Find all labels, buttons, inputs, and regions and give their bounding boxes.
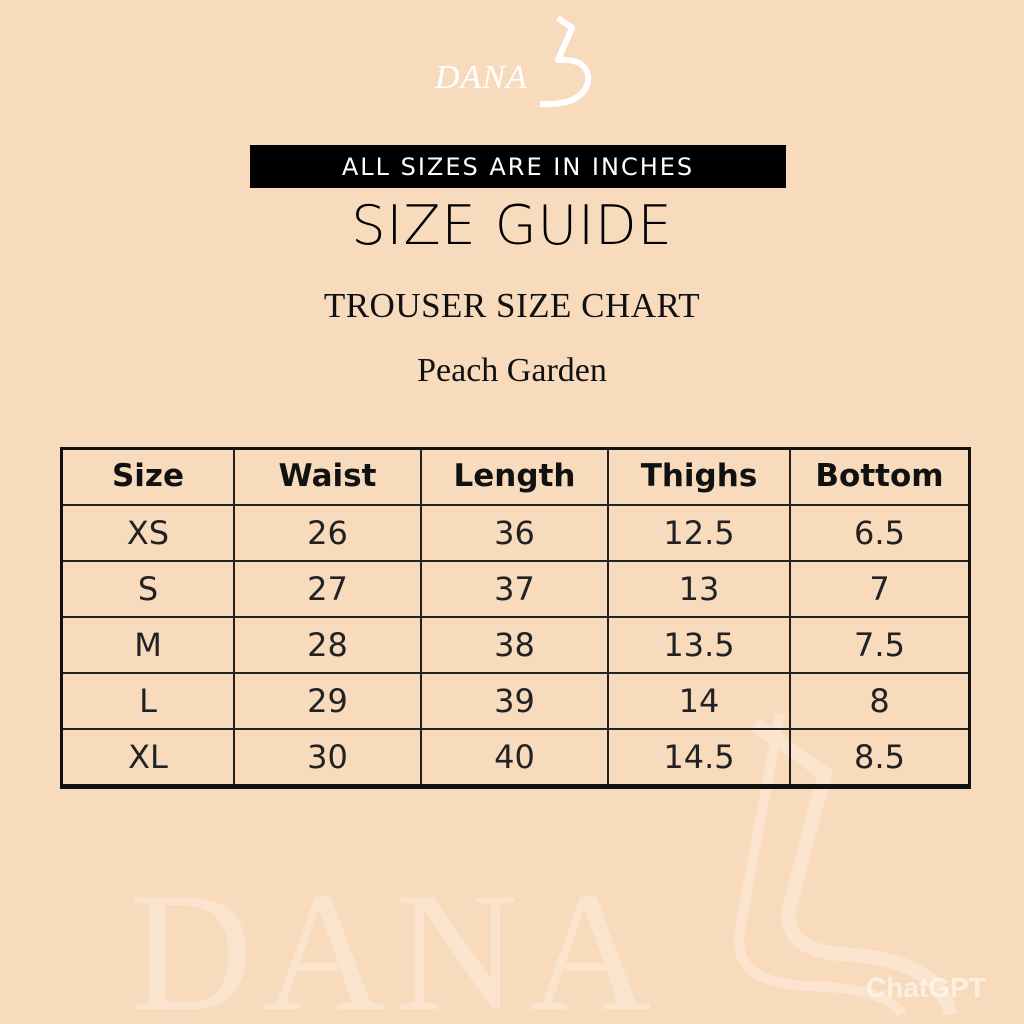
header-waist: Waist [233, 447, 422, 506]
table-cell: 14.5 [607, 728, 791, 788]
table-cell: 6.5 [789, 504, 971, 562]
table-cell: M [60, 616, 235, 674]
brand-watermark: DANA [130, 713, 957, 1020]
table-cell: 7 [789, 560, 971, 618]
table-cell: 38 [420, 616, 609, 674]
table-cell: 28 [233, 616, 422, 674]
table-cell: 14 [607, 672, 791, 730]
header-bottom: Bottom [789, 447, 971, 506]
table-header-row: Size Waist Length Thighs Bottom [60, 447, 971, 506]
svg-text:DANA: DANA [130, 858, 661, 1020]
table-cell: XS [60, 504, 235, 562]
table-cell: S [60, 560, 235, 618]
table-cell: 12.5 [607, 504, 791, 562]
table-cell: 39 [420, 672, 609, 730]
table-row: M 28 38 13.5 7.5 [60, 616, 971, 674]
size-table: Size Waist Length Thighs Bottom XS 26 36 12… [60, 447, 971, 789]
table-cell: L [60, 672, 235, 730]
table-cell: 29 [233, 672, 422, 730]
table-cell: 13.5 [607, 616, 791, 674]
brand-logo: DANA [434, 15, 592, 108]
page-title: SIZE GUIDE [351, 194, 673, 257]
table-cell: 37 [420, 560, 609, 618]
table-cell: 8.5 [789, 728, 971, 788]
table-cell: 40 [420, 728, 609, 788]
table-cell: XL [60, 728, 235, 788]
table-row: XL 30 40 14.5 8.5 [60, 728, 971, 788]
header-size: Size [60, 447, 235, 506]
table-cell: 7.5 [789, 616, 971, 674]
table-row: S 27 37 13 7 [60, 560, 971, 618]
table-cell: 30 [233, 728, 422, 788]
table-cell: 26 [233, 504, 422, 562]
table-row: XS 26 36 12.5 6.5 [60, 504, 971, 562]
chart-subtitle: TROUSER SIZE CHART [323, 286, 701, 325]
units-banner: ALL SIZES ARE IN INCHES [250, 145, 786, 188]
table-cell: 13 [607, 560, 791, 618]
header-thighs: Thighs [607, 447, 791, 506]
table-cell: 27 [233, 560, 422, 618]
table-cell: 8 [789, 672, 971, 730]
table-row: L 29 39 14 8 [60, 672, 971, 730]
header-length: Length [420, 447, 609, 506]
svg-text:DANA: DANA [434, 59, 528, 96]
table-cell: 36 [420, 504, 609, 562]
chatgpt-watermark: ChatGPT [866, 972, 986, 1003]
collection-name: Peach Garden [417, 352, 607, 389]
